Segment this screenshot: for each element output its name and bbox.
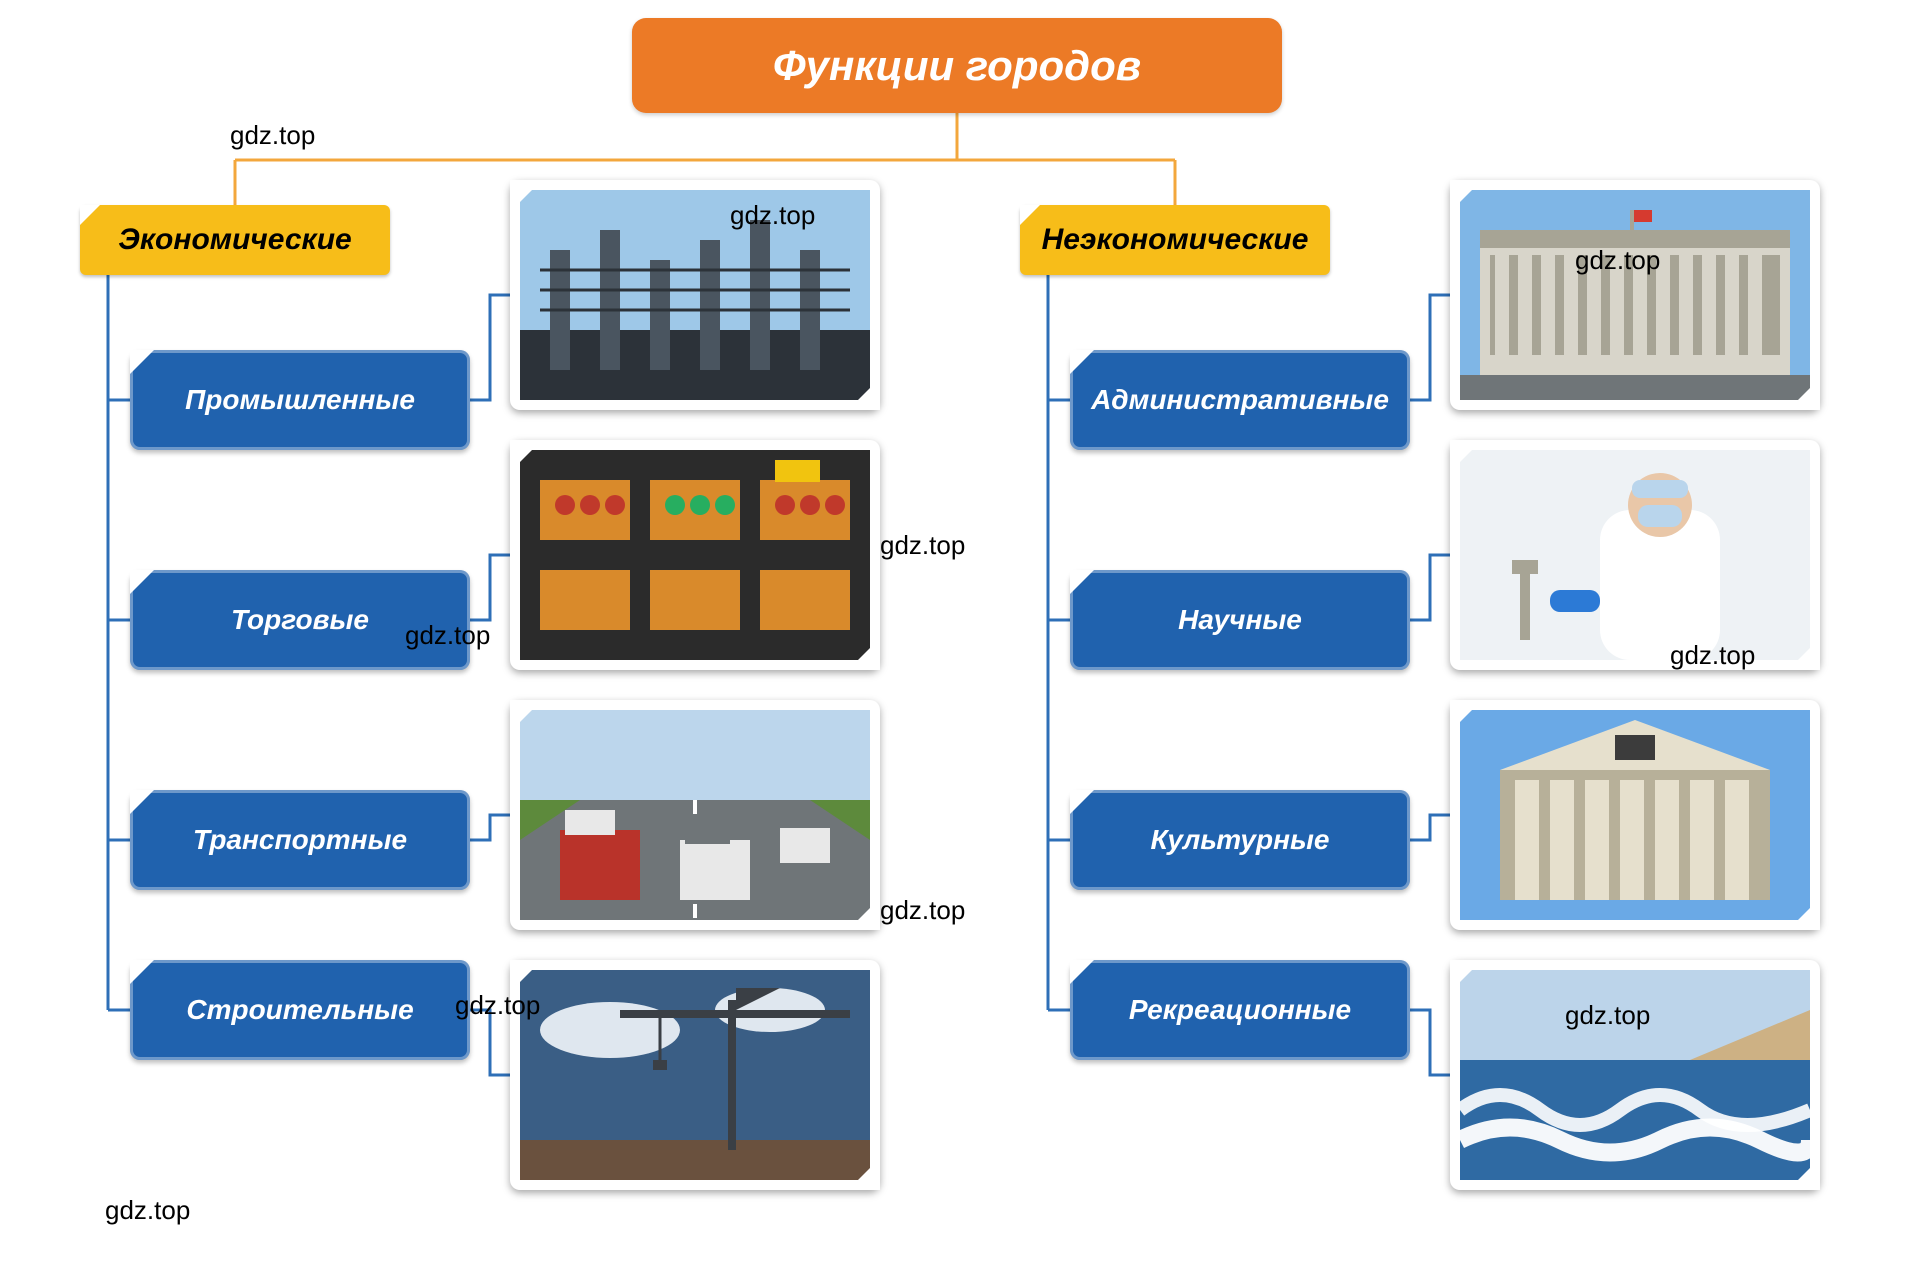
item-transport: Транспортные [130,790,470,890]
item-label: Административные [1091,384,1389,416]
item-label: Промышленные [185,384,415,416]
card-market [510,440,880,670]
card-factory [510,180,880,410]
watermark: gdz.top [1565,1000,1650,1031]
item-label: Культурные [1150,824,1329,856]
root-label: Функции городов [773,42,1141,90]
item-construction: Строительные [130,960,470,1060]
highway-icon [520,710,870,920]
scientist-icon [1460,450,1810,660]
card-sea [1450,960,1820,1190]
item-science: Научные [1070,570,1410,670]
root-node: Функции городов [632,18,1282,113]
watermark: gdz.top [880,895,965,926]
item-industrial: Промышленные [130,350,470,450]
branch-economic-label: Экономические [118,223,352,257]
government-building-icon [1460,190,1810,400]
card-crane [510,960,880,1190]
watermark: gdz.top [405,620,490,651]
item-label: Рекреационные [1129,994,1351,1026]
card-duma [1450,180,1820,410]
item-culture: Культурные [1070,790,1410,890]
item-label: Научные [1178,604,1302,636]
watermark: gdz.top [230,120,315,151]
theatre-icon [1460,710,1810,920]
watermark: gdz.top [1670,640,1755,671]
crane-icon [520,970,870,1180]
factory-icon [520,190,870,400]
watermark: gdz.top [730,200,815,231]
item-admin: Административные [1070,350,1410,450]
watermark: gdz.top [455,990,540,1021]
market-icon [520,450,870,660]
branch-noneconomic-label: Неэкономические [1042,223,1309,257]
watermark: gdz.top [105,1195,190,1226]
card-theatre [1450,700,1820,930]
branch-noneconomic: Неэкономические [1020,205,1330,275]
item-recreation: Рекреационные [1070,960,1410,1060]
item-label: Строительные [186,994,413,1026]
card-lab [1450,440,1820,670]
item-label: Торговые [231,604,369,636]
watermark: gdz.top [1575,245,1660,276]
item-label: Транспортные [193,824,407,856]
branch-economic: Экономические [80,205,390,275]
watermark: gdz.top [880,530,965,561]
card-highway [510,700,880,930]
